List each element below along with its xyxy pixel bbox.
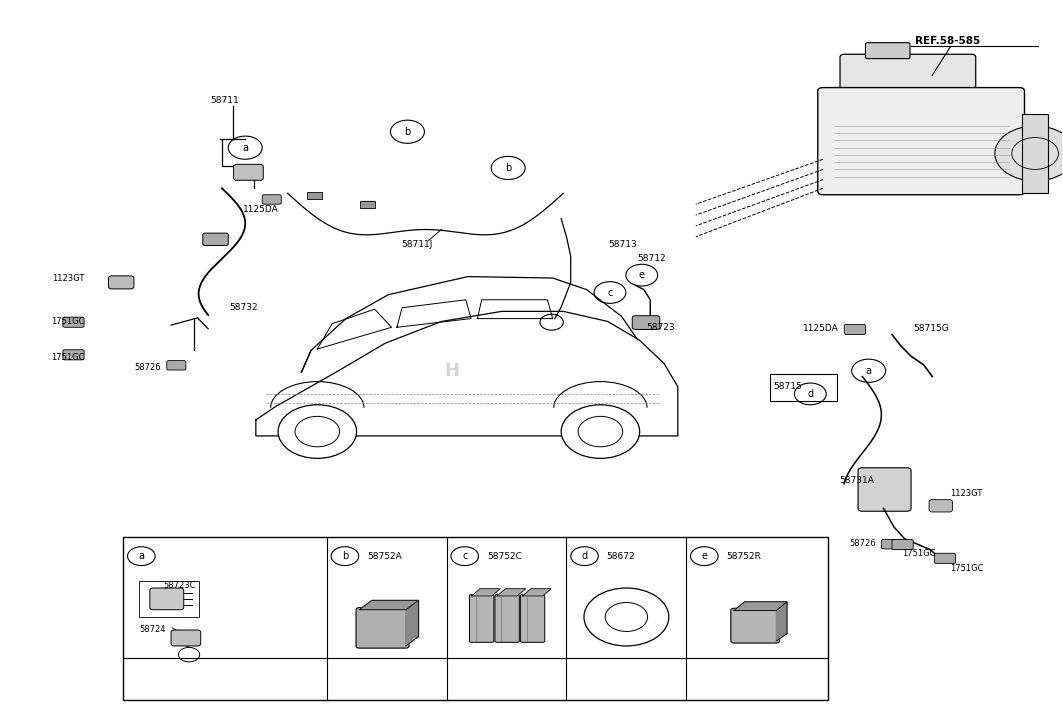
FancyBboxPatch shape: [840, 55, 976, 95]
Text: c: c: [607, 287, 612, 297]
Text: 58726: 58726: [849, 539, 876, 547]
Text: a: a: [865, 366, 872, 376]
FancyBboxPatch shape: [108, 276, 134, 289]
Bar: [359, 201, 374, 208]
Text: 58723: 58723: [646, 323, 675, 332]
Text: b: b: [404, 126, 410, 137]
Text: 1123GT: 1123GT: [950, 489, 982, 499]
Polygon shape: [776, 602, 787, 641]
Text: 1751GC: 1751GC: [950, 564, 983, 573]
Text: 58715G: 58715G: [913, 324, 949, 333]
Text: 58672: 58672: [607, 552, 636, 561]
Text: REF.58-585: REF.58-585: [915, 36, 980, 47]
FancyBboxPatch shape: [1023, 113, 1048, 193]
Text: 58752R: 58752R: [727, 552, 761, 561]
FancyBboxPatch shape: [731, 608, 779, 643]
FancyBboxPatch shape: [470, 595, 494, 643]
FancyBboxPatch shape: [858, 467, 911, 511]
FancyBboxPatch shape: [521, 595, 544, 643]
Text: c: c: [462, 551, 468, 561]
FancyBboxPatch shape: [203, 233, 229, 246]
Circle shape: [561, 405, 640, 458]
Text: 1125DA: 1125DA: [243, 206, 279, 214]
Bar: [770, 374, 837, 401]
Text: a: a: [138, 551, 145, 561]
FancyBboxPatch shape: [171, 630, 201, 646]
FancyBboxPatch shape: [844, 324, 865, 334]
Text: 58711J: 58711J: [401, 239, 433, 249]
Circle shape: [605, 603, 647, 632]
FancyBboxPatch shape: [263, 195, 282, 204]
Text: 58724: 58724: [139, 624, 166, 634]
Polygon shape: [735, 602, 787, 611]
FancyBboxPatch shape: [865, 43, 910, 59]
Polygon shape: [472, 589, 501, 596]
Text: d: d: [807, 389, 813, 399]
FancyBboxPatch shape: [167, 361, 186, 370]
FancyBboxPatch shape: [929, 499, 952, 512]
Circle shape: [584, 588, 669, 646]
FancyBboxPatch shape: [234, 164, 264, 180]
Polygon shape: [406, 601, 419, 646]
Text: 1123GT: 1123GT: [52, 273, 85, 283]
Text: 58723C: 58723C: [164, 582, 196, 590]
Text: 58731A: 58731A: [839, 476, 874, 486]
FancyBboxPatch shape: [881, 539, 900, 549]
Text: e: e: [639, 270, 645, 280]
FancyBboxPatch shape: [817, 87, 1025, 195]
Text: 58715: 58715: [773, 382, 802, 391]
FancyBboxPatch shape: [356, 608, 409, 648]
Text: 1751GC: 1751GC: [51, 317, 85, 326]
FancyBboxPatch shape: [892, 539, 913, 550]
Circle shape: [279, 405, 356, 458]
Text: H: H: [444, 362, 459, 379]
Text: 58712: 58712: [638, 254, 667, 263]
Text: b: b: [505, 163, 511, 173]
Circle shape: [995, 126, 1063, 181]
FancyBboxPatch shape: [150, 588, 184, 610]
Bar: [307, 192, 322, 199]
FancyBboxPatch shape: [632, 316, 660, 329]
Text: 58726: 58726: [134, 363, 161, 371]
FancyBboxPatch shape: [495, 595, 520, 643]
Text: a: a: [242, 142, 249, 153]
Text: 58752A: 58752A: [367, 552, 402, 561]
Polygon shape: [497, 589, 526, 596]
Text: e: e: [702, 551, 707, 561]
Text: 58713: 58713: [608, 239, 637, 249]
Text: 58752C: 58752C: [487, 552, 522, 561]
FancyBboxPatch shape: [934, 553, 956, 563]
Bar: [139, 581, 199, 617]
Text: 1751GC: 1751GC: [902, 550, 937, 558]
Text: d: d: [581, 551, 588, 561]
Text: b: b: [342, 551, 348, 561]
Bar: [123, 537, 828, 700]
FancyBboxPatch shape: [63, 350, 84, 360]
Text: 58711: 58711: [210, 96, 239, 105]
Polygon shape: [359, 601, 419, 610]
Polygon shape: [523, 589, 551, 596]
Text: 1125DA: 1125DA: [803, 324, 839, 333]
Text: 1751GC: 1751GC: [51, 353, 85, 362]
Text: 58732: 58732: [230, 302, 258, 311]
FancyBboxPatch shape: [63, 317, 84, 327]
